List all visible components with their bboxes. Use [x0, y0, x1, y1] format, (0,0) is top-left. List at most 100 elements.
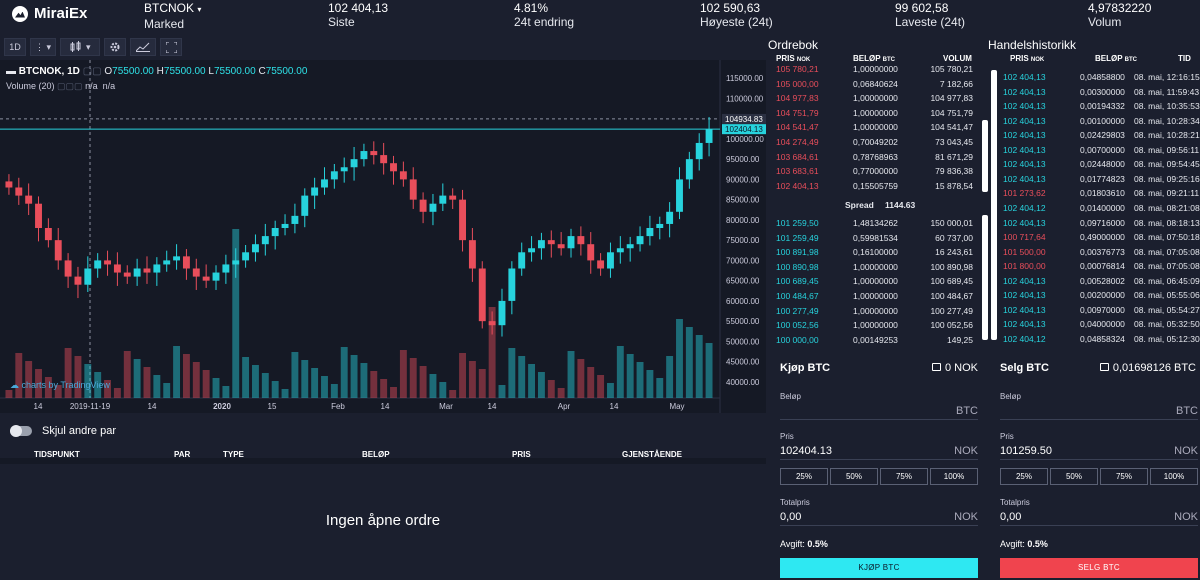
fullscreen-button[interactable]	[160, 38, 182, 56]
candle-body	[399, 171, 407, 180]
legend-close: 75500.00	[265, 66, 308, 77]
sell-btc-button[interactable]: SELG BTC	[1000, 558, 1198, 578]
volume-bar	[439, 382, 447, 398]
brand-logo[interactable]: MiraiEx	[12, 5, 87, 22]
more-menu-button[interactable]: ⋮ ▾	[30, 38, 56, 56]
trades-scrollbar[interactable]	[991, 70, 997, 340]
bid-row-price[interactable]: 100 890,98	[776, 261, 819, 272]
volume-legend-label: Volume (20)	[6, 81, 55, 91]
bid-row-price[interactable]: 100 689,45	[776, 276, 819, 287]
sell-pct-50-button[interactable]: 50%	[1050, 468, 1098, 485]
candle-body	[25, 195, 33, 204]
candle-body	[192, 268, 200, 277]
trade-row-amount: 0,00700000	[1080, 144, 1125, 155]
buy-total-input[interactable]: 0,00 NOK	[780, 508, 978, 526]
volume-bar	[695, 335, 703, 398]
bid-row-price[interactable]: 100 891,98	[776, 247, 819, 258]
candle-body	[508, 268, 516, 301]
trade-history-title: Handelshistorikk	[988, 38, 1077, 52]
bid-row-price[interactable]: 101 259,49	[776, 232, 819, 243]
legend-collapse-icon[interactable]: ▬	[6, 66, 16, 77]
sell-pct-100-button[interactable]: 100%	[1150, 468, 1198, 485]
sell-total-label: Totalpris	[1000, 498, 1030, 507]
price-chart[interactable]: 115000.00110000.00105000.00100000.009500…	[0, 60, 766, 413]
bid-row-price[interactable]: 100 000,00	[776, 334, 819, 345]
wallet-icon	[931, 363, 941, 371]
buy-amount-input[interactable]: BTC	[780, 402, 978, 420]
trade-row-price: 102 404,13	[1003, 275, 1046, 286]
trade-row-price: 102 404,13	[1003, 115, 1046, 126]
candle-body	[370, 151, 378, 156]
sell-fee-value: 0.5%	[1027, 539, 1048, 549]
y-tick-label: 100000.00	[726, 135, 764, 144]
bid-row-price[interactable]: 101 259,50	[776, 218, 819, 228]
market-selector[interactable]: BTCNOK ▾ Marked	[144, 1, 201, 31]
candle-body	[567, 236, 575, 249]
x-tick-label: Feb	[331, 402, 345, 411]
trade-row-time: 08. mai, 11:59:43	[1134, 86, 1200, 97]
ask-row-price[interactable]: 105 780,21	[776, 64, 819, 74]
ask-row-price[interactable]: 103 683,61	[776, 166, 819, 177]
ask-row-price[interactable]: 103 684,61	[776, 151, 819, 162]
hide-other-pairs-toggle[interactable]	[10, 425, 32, 437]
sell-pct-25-button[interactable]: 25%	[1000, 468, 1048, 485]
volume-controls-icon[interactable]: ▢▢▢	[57, 81, 83, 91]
bid-row-price[interactable]: 100 277,49	[776, 305, 819, 316]
stat-change-label: 24t endring	[514, 15, 575, 29]
stat-volume-value: 4,97832220	[1088, 1, 1152, 15]
sell-amount-input[interactable]: BTC	[1000, 402, 1198, 420]
bid-row-volume: 100 484,67	[930, 291, 973, 301]
bid-row-price[interactable]: 100 484,67	[776, 291, 819, 301]
buy-pct-75-button[interactable]: 75%	[880, 468, 928, 485]
indicators-button[interactable]	[130, 38, 156, 56]
tradingview-watermark[interactable]: ☁ charts by TradingView	[10, 380, 110, 391]
candle-body	[271, 228, 279, 237]
buy-btc-button[interactable]: KJØP BTC	[780, 558, 978, 578]
buy-total-label: Totalpris	[780, 498, 810, 507]
sell-balance-value: 0,01698126 BTC	[1112, 362, 1196, 374]
candle-body	[547, 240, 555, 245]
sell-total-input[interactable]: 0,00 NOK	[1000, 508, 1198, 526]
trade-row-price: 102 404,13	[1003, 217, 1046, 228]
buy-pct-25-button[interactable]: 25%	[780, 468, 828, 485]
trade-row-amount: 0,00300000	[1080, 86, 1125, 97]
orderbook-asks-scrollbar[interactable]	[982, 120, 988, 192]
interval-button[interactable]: 1D	[4, 38, 26, 56]
ask-row-volume: 104 751,79	[930, 107, 973, 118]
trade-row-time: 08. mai, 07:05:08	[1134, 261, 1200, 272]
buy-price-input[interactable]: 102404.13 NOK	[780, 442, 978, 460]
sell-price-input[interactable]: 101259.50 NOK	[1000, 442, 1198, 460]
volume-bar	[676, 319, 683, 398]
legend-controls-icon[interactable]: ▢▢	[82, 66, 102, 77]
chart-canvas[interactable]: 115000.00110000.00105000.00100000.009500…	[0, 60, 766, 413]
bid-row-amount: 0,00149253	[853, 334, 898, 345]
ask-row-price[interactable]: 105 000,00	[776, 78, 819, 89]
candle-body	[705, 129, 713, 143]
trade-row-amount: 0,01400000	[1080, 202, 1125, 213]
ask-row-price[interactable]: 104 541,47	[776, 122, 819, 133]
chart-settings-button[interactable]	[104, 38, 126, 56]
trade-row-price: 101 500,00	[1003, 246, 1046, 257]
ask-row-price[interactable]: 104 751,79	[776, 107, 819, 118]
candle-body	[587, 244, 595, 261]
ask-row-price[interactable]: 104 274,49	[776, 137, 819, 147]
ask-row-amount: 1,00000000	[853, 122, 898, 133]
candle-type-button[interactable]: ▾	[60, 38, 100, 56]
buy-pct-100-button[interactable]: 100%	[930, 468, 978, 485]
ask-row-price[interactable]: 104 977,83	[776, 93, 819, 104]
volume-bar	[143, 367, 151, 398]
buy-pct-50-button[interactable]: 50%	[830, 468, 878, 485]
candle-body	[449, 195, 457, 200]
candle-body	[626, 244, 634, 249]
volume-bar	[409, 358, 417, 398]
candle-body	[340, 167, 348, 172]
ask-row-price[interactable]: 102 404,13	[776, 180, 819, 191]
sell-pct-75-button[interactable]: 75%	[1100, 468, 1148, 485]
orderbook-bids-scrollbar[interactable]	[982, 215, 988, 340]
x-tick-label: 14	[488, 402, 497, 411]
price-tag-label: 104934.83	[725, 115, 763, 124]
legend-h-label: H	[156, 66, 164, 77]
bid-row-price[interactable]: 100 052,56	[776, 320, 819, 331]
bid-row-volume: 100 890,98	[930, 261, 973, 272]
ask-row-volume: 105 780,21	[930, 64, 973, 74]
